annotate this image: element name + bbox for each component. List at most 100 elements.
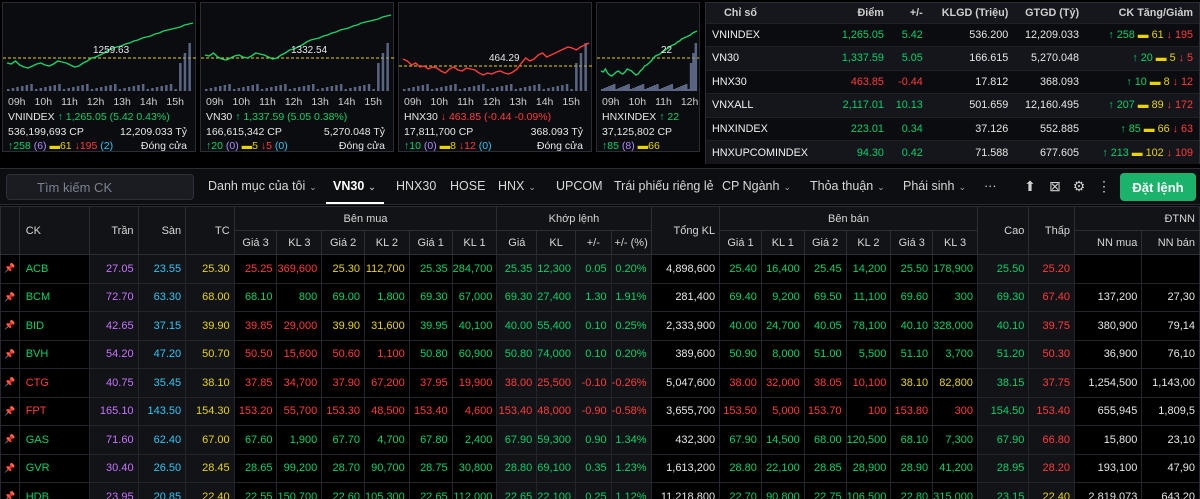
index-row[interactable]: HNX30 463.85 -0.44 17.812 368.093 ↑ 10 ▬ 8 ↓ … bbox=[706, 69, 1199, 94]
index-row[interactable]: HNXUPCOMINDEX 94.30 0.42 71.588 677.605 ↑ 213… bbox=[706, 140, 1199, 164]
mini-chart-vnindex[interactable]: 1259.63 09h 10h 11h 12h 13h 14h 15h VNINDEX ↑ 1,… bbox=[2, 2, 197, 152]
pin-icon[interactable]: 📌 bbox=[0, 282, 20, 312]
pin-icon[interactable]: 📌 bbox=[0, 368, 20, 398]
volume-bar bbox=[316, 89, 320, 91]
index-row[interactable]: HNXINDEX 223.01 0.34 37.126 552.885 ↑ 85 ▬ 66… bbox=[706, 116, 1199, 141]
tab-hose[interactable]: HOSE bbox=[450, 179, 486, 193]
upload-icon[interactable]: ⬆ bbox=[1024, 178, 1036, 194]
col-bid-price-3[interactable]: Giá 3 bbox=[233, 230, 278, 255]
pin-icon[interactable]: 📌 bbox=[0, 311, 20, 341]
col-match-change[interactable]: +/- bbox=[574, 230, 612, 255]
tab-vn30[interactable]: VN30 ⌄ bbox=[333, 179, 376, 193]
mini-chart-hnx30[interactable]: 464.29 09h 10h 11h 12h 13h 14h 15h HNX30 ↓ 463.8… bbox=[398, 2, 593, 152]
stock-row[interactable]: 📌 BCM 72.70 63.30 68.00 68.10 800 69.00 1,800 69.… bbox=[0, 282, 1200, 312]
stock-row[interactable]: 📌 ACB 27.05 23.55 25.30 25.25 369,600 25.30 112,… bbox=[0, 254, 1200, 284]
ask-price-1: 69.40 bbox=[719, 282, 762, 312]
col-foreign-sell[interactable]: NN bán bbox=[1141, 230, 1200, 255]
col-index-point[interactable]: Điểm bbox=[833, 3, 890, 23]
col-bid-price-2[interactable]: Giá 2 bbox=[321, 230, 366, 255]
pin-icon[interactable]: 📌 bbox=[0, 254, 20, 284]
low-price: 37.75 bbox=[1028, 368, 1075, 398]
col-ask-vol-2[interactable]: KL 2 bbox=[845, 230, 892, 255]
match-price: 69.30 bbox=[496, 282, 538, 312]
col-ask-vol-3[interactable]: KL 3 bbox=[932, 230, 978, 255]
col-symbol[interactable]: CK bbox=[18, 206, 91, 255]
stock-row[interactable]: 📌 BVH 54.20 47.20 50.70 50.50 15,600 50.60 1,100… bbox=[0, 339, 1200, 369]
stock-search-input[interactable] bbox=[6, 174, 194, 200]
tab-put-through[interactable]: Thỏa thuận ⌄ bbox=[810, 179, 885, 193]
time-tick: 13h bbox=[509, 96, 527, 108]
volume-bar bbox=[205, 89, 208, 91]
stock-row[interactable]: 📌 CTG 40.75 35.45 38.10 37.85 34,700 37.90 67,20… bbox=[0, 368, 1200, 398]
bid-vol-1: 112,000 bbox=[451, 482, 498, 499]
col-total-volume[interactable]: Tổng KL bbox=[650, 206, 721, 255]
col-ask-price-1[interactable]: Giá 1 bbox=[719, 230, 762, 255]
bid-vol-3: 34,700 bbox=[276, 368, 323, 398]
gear-icon[interactable]: ⚙ bbox=[1072, 178, 1086, 194]
excel-icon[interactable]: ⊠ bbox=[1049, 178, 1061, 194]
col-bid-vol-3[interactable]: KL 3 bbox=[276, 230, 323, 255]
col-index-value[interactable]: GTGD (Tỷ) bbox=[1014, 3, 1086, 23]
col-match-percent[interactable]: +/- (%) bbox=[610, 230, 652, 255]
pin-icon[interactable]: 📌 bbox=[0, 396, 20, 426]
col-ask-vol-1[interactable]: KL 1 bbox=[760, 230, 805, 255]
col-bid-price-1[interactable]: Giá 1 bbox=[408, 230, 453, 255]
index-row[interactable]: VN30 1,337.59 5.05 166.615 5,270.048 ↑ 20 ▬ 5… bbox=[706, 46, 1199, 70]
tab-hnx[interactable]: HNX ⌄ bbox=[498, 179, 536, 193]
stock-row[interactable]: 📌 HDB 23.95 20.85 22.40 22.55 150,700 22.60 105,… bbox=[0, 482, 1200, 499]
tab-my-watchlist[interactable]: Danh mục của tôi ⌄ bbox=[208, 179, 317, 193]
col-match-vol[interactable]: KL bbox=[536, 230, 576, 255]
col-bid-vol-1[interactable]: KL 1 bbox=[451, 230, 498, 255]
col-index-change[interactable]: +/- bbox=[889, 3, 929, 23]
tab-derivatives[interactable]: Phái sinh ⌄ bbox=[903, 179, 966, 193]
bid-price-3: 153.20 bbox=[233, 396, 278, 426]
pin-icon[interactable]: 📌 bbox=[0, 482, 20, 499]
tab-upcom[interactable]: UPCOM bbox=[556, 179, 603, 193]
col-reference[interactable]: TC bbox=[185, 206, 235, 255]
volume-bar bbox=[430, 89, 434, 91]
pin-icon[interactable]: 📌 bbox=[0, 453, 20, 483]
col-ask-price-3[interactable]: Giá 3 bbox=[890, 230, 934, 255]
index-row[interactable]: VNINDEX 1,265.05 5.42 536.200 12,209.033 ↑ 25… bbox=[706, 22, 1199, 47]
unchanged: 61 bbox=[59, 140, 72, 152]
stock-row[interactable]: 📌 GAS 71.60 62.40 67.00 67.60 1,900 67.70 4,700 6… bbox=[0, 425, 1200, 455]
col-foreign-buy[interactable]: NN mua bbox=[1073, 230, 1143, 255]
pin-icon[interactable]: 📌 bbox=[0, 425, 20, 455]
volume-bar bbox=[165, 85, 168, 91]
bid-vol-3: 29,000 bbox=[276, 311, 323, 341]
col-index-breadth[interactable]: CK Tăng/Giảm bbox=[1085, 3, 1199, 23]
col-floor[interactable]: Sàn bbox=[137, 206, 187, 255]
tab-industry[interactable]: CP Ngành ⌄ bbox=[722, 179, 791, 193]
col-high[interactable]: Cao bbox=[976, 206, 1030, 255]
more-tabs-button[interactable]: ··· bbox=[984, 179, 997, 193]
col-low[interactable]: Thấp bbox=[1028, 206, 1075, 255]
mini-chart-hnxindex[interactable]: 2209h10h11h12h13h14h15hHNXINDEX ↑ 2237,1… bbox=[596, 2, 700, 152]
total-volume: 432,300 bbox=[650, 425, 721, 455]
col-ceiling[interactable]: Trần bbox=[89, 206, 139, 255]
col-bid-vol-2[interactable]: KL 2 bbox=[364, 230, 410, 255]
stock-row[interactable]: 📌 FPT 165.10 143.50 154.30 153.20 55,700 153.30… bbox=[0, 396, 1200, 426]
mini-chart-vn30[interactable]: 1332.54 09h 10h 11h 12h 13h 14h 15h VN30 ↑ 1,337… bbox=[200, 2, 395, 152]
index-row[interactable]: VNXALL 2,117.01 10.13 501.659 12,160.495 ↑ 20… bbox=[706, 93, 1199, 117]
stock-row[interactable]: 📌 GVR 30.40 26.50 28.45 28.65 99,200 28.70 90,70… bbox=[0, 453, 1200, 483]
tab-private-bonds[interactable]: Trái phiếu riêng lẻ bbox=[614, 179, 714, 193]
index-title-line: VN30 ↑ 1,337.59 (5.05 0.38%) bbox=[206, 111, 347, 123]
volume-bar bbox=[615, 89, 618, 91]
volume-bar bbox=[312, 84, 315, 91]
board-toolbar: Danh mục của tôi⌄ VN30⌄ HNX30 HOSE HNX⌄ … bbox=[0, 168, 1200, 205]
volume-bar bbox=[472, 86, 476, 91]
more-vertical-icon[interactable]: ⋮ bbox=[1097, 178, 1111, 194]
index-name: HNXINDEX bbox=[706, 116, 834, 141]
col-index-volume[interactable]: KLGD (Triệu) bbox=[928, 3, 1015, 23]
pin-icon[interactable]: 📌 bbox=[0, 339, 20, 369]
col-index-name[interactable]: Chỉ số bbox=[706, 3, 834, 23]
total-volume: 1,613,200 bbox=[650, 453, 721, 483]
stock-row[interactable]: 📌 BID 42.65 37.15 39.90 39.85 29,000 39.90 31,60… bbox=[0, 311, 1200, 341]
place-order-button[interactable]: Đặt lệnh bbox=[1120, 173, 1196, 201]
paren: ) bbox=[488, 140, 492, 152]
col-ask-price-2[interactable]: Giá 2 bbox=[803, 230, 847, 255]
col-match-price[interactable]: Giá bbox=[496, 230, 538, 255]
tab-hnx30[interactable]: HNX30 bbox=[396, 179, 437, 193]
advancers: 20 bbox=[1140, 52, 1153, 65]
time-tick: 15h bbox=[166, 96, 184, 108]
